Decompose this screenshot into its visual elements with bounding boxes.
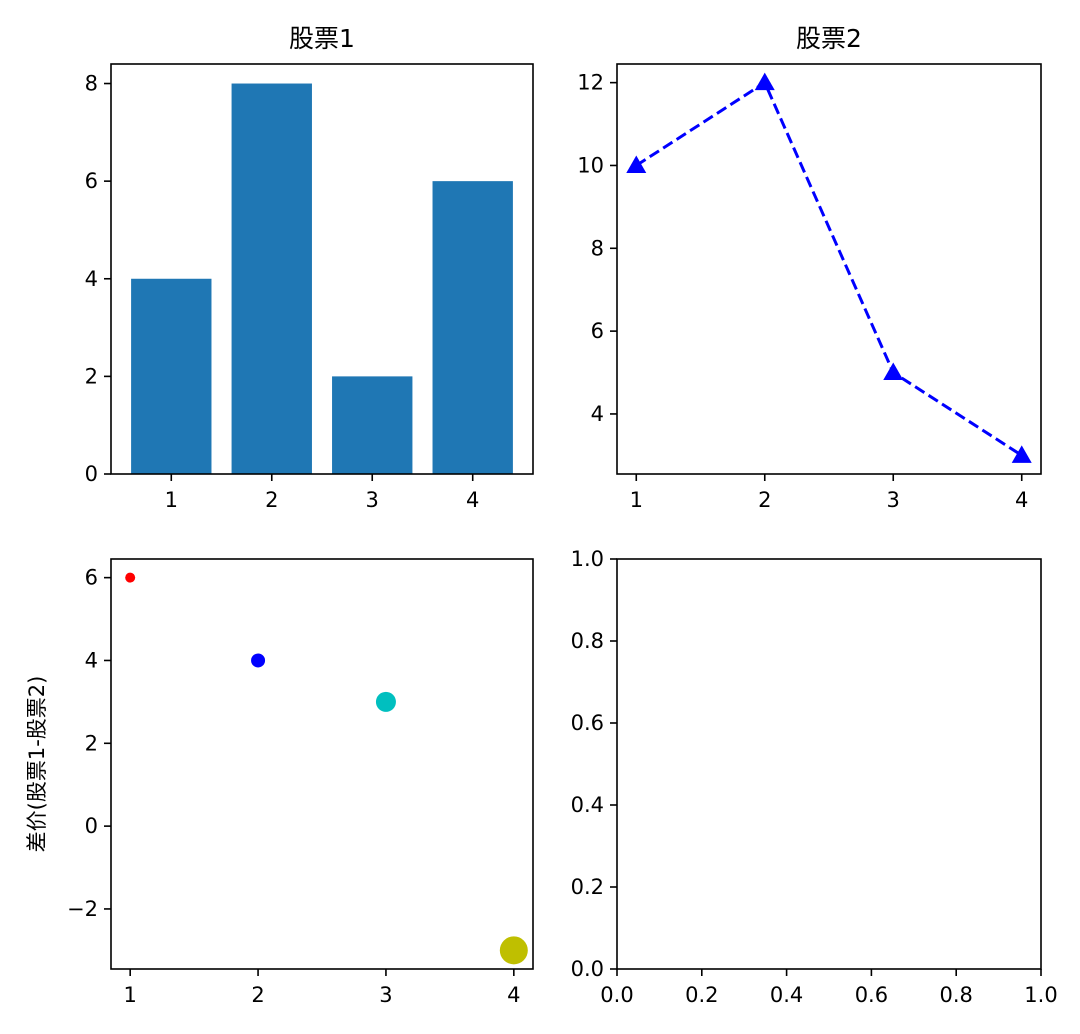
axes-frame [616, 63, 1042, 475]
y-tick-label: 1.0 [571, 547, 604, 571]
x-tick-label: 2 [758, 488, 771, 512]
x-tick-label: 4 [1015, 488, 1028, 512]
x-tick-label: 3 [379, 983, 392, 1007]
y-tick-label: 0 [85, 814, 98, 838]
point-marker-3 [883, 362, 904, 381]
bar-2 [231, 83, 312, 475]
y-tick-label: 0 [85, 462, 98, 486]
y-tick-label: 0.4 [571, 793, 604, 817]
plot-area [111, 559, 533, 969]
scatter-point-3 [375, 691, 396, 712]
bar-3 [332, 376, 413, 474]
x-tick-label: 0.4 [770, 983, 803, 1007]
x-tick-label: 0.8 [939, 983, 972, 1007]
y-tick-label: 4 [85, 267, 98, 291]
subplot-3: 1 2 3 4 −2 0 2 4 6 差价(股票1-股票2) [25, 558, 534, 1007]
point-marker-1 [626, 155, 647, 173]
x-tick-label: 1 [123, 983, 136, 1007]
subplot-title: 股票2 [796, 24, 862, 53]
x-tick-label: 0.2 [685, 983, 718, 1007]
x-tick-label: 0.6 [855, 983, 888, 1007]
x-tick-label: 4 [466, 488, 479, 512]
x-tick-label: 1.0 [1024, 983, 1057, 1007]
y-tick-label: 8 [85, 72, 98, 96]
y-axis-label: 差价(股票1-股票2) [25, 676, 49, 853]
x-tick-label: 3 [887, 488, 900, 512]
y-tick-label: −2 [67, 897, 98, 921]
point-marker-2 [754, 72, 775, 91]
x-tick-label: 0.0 [600, 983, 633, 1007]
y-tick-label: 4 [85, 648, 98, 672]
y-tick-label: 2 [85, 364, 98, 388]
axes-frame [110, 558, 534, 970]
y-tick-label: 6 [85, 566, 98, 590]
y-tick-label: 6 [85, 169, 98, 193]
y-tick-label: 12 [577, 71, 604, 95]
bar-4 [432, 181, 513, 474]
y-tick-label: 0.2 [571, 875, 604, 899]
y-tick-label: 0.8 [571, 629, 604, 653]
axes-frame [616, 558, 1042, 970]
subplot-1: 1 2 3 4 0 2 4 6 8 股票1 [85, 24, 534, 512]
y-tick-label: 10 [577, 153, 604, 177]
y-tick-label: 2 [85, 731, 98, 755]
y-tick-label: 0.0 [571, 957, 604, 981]
axes-frame [110, 63, 534, 475]
x-tick-label: 2 [265, 488, 278, 512]
y-tick-label: 8 [591, 236, 604, 260]
x-tick-label: 2 [251, 983, 264, 1007]
scatter-point-4 [499, 936, 528, 965]
plot-area [617, 64, 1041, 474]
bar-1 [131, 278, 212, 474]
scatter-point-1 [125, 572, 136, 583]
y-tick-label: 4 [591, 402, 604, 426]
subplot-4: 0.0 0.2 0.4 0.6 0.8 1.0 0.0 0.2 0.4 0.6 0.8 1.0 [571, 547, 1058, 1007]
scatter-point-2 [251, 653, 266, 668]
x-tick-label: 3 [366, 488, 379, 512]
x-tick-label: 4 [507, 983, 520, 1007]
subplot-title: 股票1 [289, 24, 355, 53]
point-marker-4 [1011, 445, 1032, 463]
x-tick-label: 1 [630, 488, 643, 512]
series-line [635, 80, 1023, 457]
x-tick-label: 1 [165, 488, 178, 512]
y-tick-label: 6 [591, 319, 604, 343]
plot-area [617, 559, 1041, 969]
y-tick-label: 0.6 [571, 711, 604, 735]
